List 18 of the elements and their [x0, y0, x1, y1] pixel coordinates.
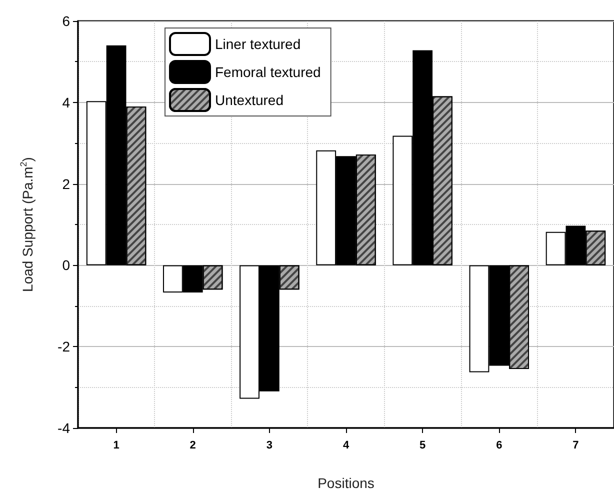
- y-tick-label: -4: [58, 420, 70, 436]
- y-axis-title: Load Support (Pa.m2): [18, 157, 36, 292]
- legend-label: Liner textured: [215, 36, 301, 52]
- y-tick-label: 4: [62, 94, 70, 110]
- x-axis-title: Positions: [318, 475, 374, 491]
- x-tick-label: 7: [572, 440, 579, 452]
- x-tick-label: 6: [496, 440, 502, 452]
- x-tick-label: 5: [420, 440, 426, 452]
- x-tick-label: 1: [113, 440, 120, 452]
- legend-label: Untextured: [215, 92, 284, 108]
- x-tick-label: 4: [342, 440, 350, 452]
- legend-label: Femoral textured: [215, 64, 321, 80]
- y-tick-label: 2: [62, 176, 70, 192]
- y-tick-label: 6: [62, 13, 70, 29]
- x-tick-label: 2: [190, 440, 196, 452]
- x-tick-label: 3: [266, 440, 272, 452]
- y-tick-label: -2: [58, 338, 70, 355]
- y-tick-label: 0: [62, 257, 70, 274]
